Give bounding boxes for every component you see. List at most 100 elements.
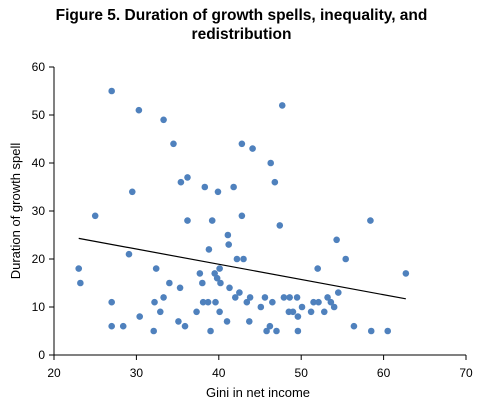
data-point [266, 322, 274, 330]
y-tick-label: 40 [32, 156, 46, 170]
axes: 0 10 20 30 40 50 60 20 30 40 50 60 70 [32, 60, 473, 380]
data-point [342, 255, 349, 263]
data-point [230, 183, 237, 191]
data-point [384, 327, 392, 335]
x-tick-label: 60 [377, 366, 391, 380]
data-point [184, 174, 191, 181]
data-point [233, 255, 241, 263]
data-point [307, 308, 315, 316]
x-tick-label: 50 [295, 366, 309, 380]
data-point [196, 270, 204, 277]
data-point [75, 265, 83, 272]
y-tick-label: 20 [32, 252, 46, 266]
data-point [108, 87, 115, 95]
data-point [276, 222, 284, 229]
data-point [199, 279, 206, 287]
data-point [350, 322, 358, 330]
data-point [160, 116, 167, 124]
data-point [108, 322, 115, 330]
data-point [286, 294, 293, 301]
data-point [176, 284, 184, 292]
data-point [310, 298, 317, 306]
data-point [175, 318, 182, 325]
data-point [166, 279, 173, 287]
data-point [267, 159, 275, 167]
data-point [156, 308, 164, 316]
data-point [91, 212, 99, 220]
data-point [231, 294, 239, 301]
data-point [213, 274, 221, 282]
data-point [199, 298, 207, 306]
data-point [320, 308, 328, 316]
y-axis-label: Duration of growth spell [8, 143, 23, 280]
data-point [238, 212, 246, 220]
data-point [77, 279, 84, 287]
data-point [245, 318, 253, 325]
data-point [294, 313, 302, 320]
trendline [78, 237, 406, 300]
x-tick-label: 40 [212, 366, 226, 380]
y-tick-label: 30 [32, 204, 46, 218]
data-point [269, 298, 276, 306]
data-point [212, 298, 219, 306]
data-point [367, 327, 375, 335]
data-point [217, 279, 224, 287]
data-point [257, 303, 265, 311]
chart-title-line-1: Figure 5. Duration of growth spells, ine… [55, 7, 428, 24]
data-point [314, 265, 321, 272]
x-tick-label: 20 [47, 366, 61, 380]
data-point [243, 298, 251, 306]
data-point [294, 327, 302, 335]
data-point [216, 265, 223, 272]
data-point [170, 140, 177, 148]
data-point [271, 178, 279, 186]
data-point [128, 188, 136, 196]
data-point [225, 241, 232, 248]
data-point [177, 178, 185, 186]
data-point [136, 313, 143, 320]
data-point [278, 102, 286, 109]
chart-title-line-2: redistribution [191, 26, 292, 43]
data-point [160, 294, 167, 301]
data-point [216, 308, 223, 316]
data-point [367, 217, 374, 224]
data-point [330, 303, 338, 311]
y-tick-label: 60 [32, 60, 46, 74]
data-point [236, 289, 243, 296]
data-point [108, 298, 115, 306]
data-point [240, 255, 247, 263]
data-point [293, 294, 301, 301]
data-point [125, 250, 133, 258]
data-point [298, 303, 306, 311]
data-point [238, 140, 246, 148]
data-point [208, 217, 216, 224]
data-point [119, 322, 127, 330]
data-point [273, 327, 280, 335]
data-point [289, 308, 297, 316]
data-point [327, 298, 335, 306]
data-point [249, 145, 256, 152]
data-point [204, 298, 212, 306]
data-point [226, 284, 233, 292]
data-point [184, 217, 191, 224]
data-point [280, 294, 288, 301]
data-point [135, 106, 143, 114]
data-point [181, 322, 189, 330]
data-point [263, 327, 270, 335]
data-point [151, 298, 158, 306]
data-point [402, 270, 410, 277]
data-point [333, 236, 340, 244]
chart-title: Figure 5. Duration of growth spells, ine… [0, 6, 483, 44]
data-point [224, 231, 232, 239]
x-axis-label: Gini in net income [206, 385, 310, 400]
data-point [152, 265, 160, 272]
data-point [214, 188, 222, 196]
y-tick-label: 10 [32, 300, 46, 314]
y-tick-label: 50 [32, 108, 46, 122]
data-point [246, 294, 254, 301]
data-point [205, 246, 213, 253]
data-point [223, 318, 231, 325]
trendline-layer [78, 237, 406, 300]
x-tick-label: 70 [459, 366, 473, 380]
